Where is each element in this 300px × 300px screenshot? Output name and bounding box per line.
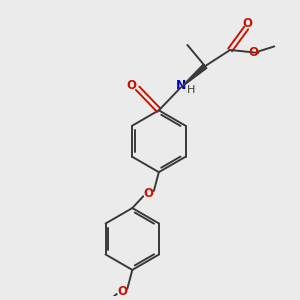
Text: O: O — [242, 17, 252, 30]
Text: H: H — [187, 85, 195, 95]
Text: O: O — [143, 187, 154, 200]
Text: O: O — [248, 46, 258, 59]
Text: N: N — [176, 80, 186, 92]
Text: O: O — [126, 80, 136, 92]
Text: O: O — [117, 285, 127, 298]
Polygon shape — [180, 64, 207, 88]
